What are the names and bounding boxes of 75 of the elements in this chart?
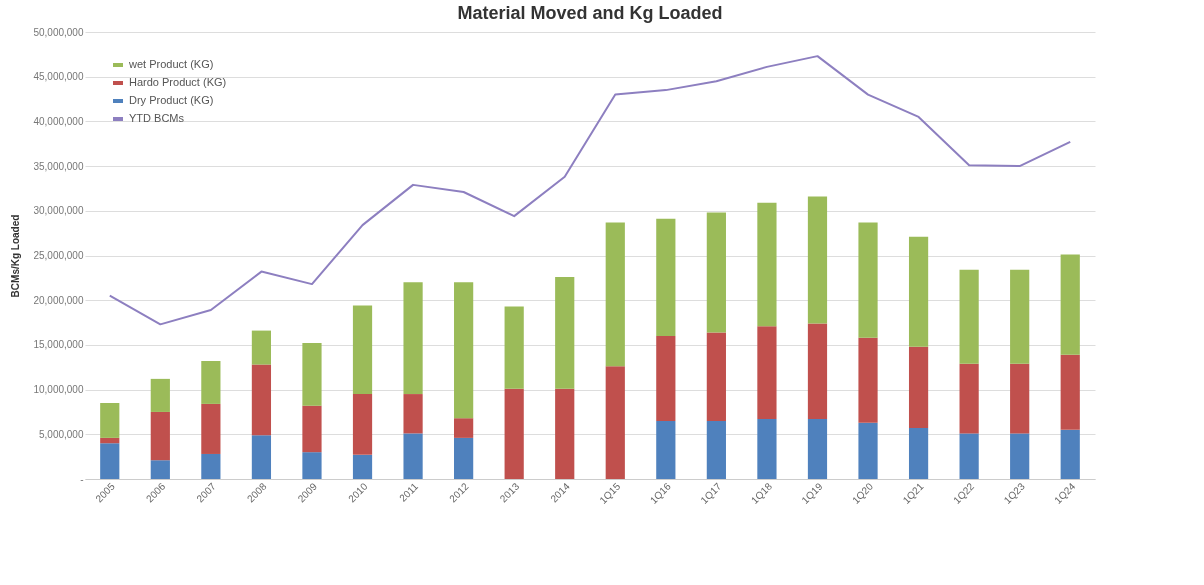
bar <box>150 411 170 461</box>
bar <box>1060 429 1080 479</box>
bar <box>100 403 120 438</box>
bar <box>352 454 373 479</box>
legend-label: wet Product (KG) <box>128 58 214 70</box>
bar <box>706 212 726 333</box>
bar <box>807 196 828 324</box>
bar <box>656 420 676 479</box>
bar <box>504 306 524 389</box>
y-tick-label: 40,000,000 <box>33 115 84 127</box>
bar <box>1010 269 1030 364</box>
bar <box>605 222 625 367</box>
y-tick-label: 25,000,000 <box>33 250 84 261</box>
legend-label: Dry Product (KG) <box>129 94 214 106</box>
bar <box>403 282 423 395</box>
bar <box>555 388 575 479</box>
bar <box>706 420 726 479</box>
y-tick-label: 30,000,000 <box>33 205 84 217</box>
bar <box>1060 354 1080 430</box>
bar <box>706 332 726 421</box>
bar <box>352 305 373 395</box>
bar <box>251 330 272 365</box>
line-series <box>108 55 1072 326</box>
y-tick-label: 50,000,000 <box>33 26 84 38</box>
bar <box>858 337 878 423</box>
bar <box>454 437 474 479</box>
bar <box>908 346 929 429</box>
bar <box>1010 433 1030 479</box>
bar <box>807 323 828 420</box>
bar <box>201 453 221 479</box>
bar <box>959 269 979 364</box>
bar <box>251 435 272 479</box>
bar <box>403 394 423 434</box>
bar <box>100 437 120 444</box>
bar <box>908 428 929 479</box>
bar <box>201 360 221 404</box>
bar <box>403 433 423 479</box>
y-tick-label: 35,000,000 <box>33 160 84 172</box>
bar <box>302 452 322 479</box>
bar <box>908 236 929 347</box>
legend-label: Hardo Product (KG) <box>129 76 227 88</box>
bar <box>150 378 170 412</box>
bar <box>150 460 170 479</box>
bar <box>656 218 676 336</box>
bar <box>504 388 524 479</box>
y-tick-label: 15,000,000 <box>33 339 84 351</box>
bar <box>605 366 625 479</box>
bar <box>454 418 474 438</box>
y-tick-label: 20,000,000 <box>33 294 84 306</box>
bar <box>454 282 474 419</box>
bar <box>251 364 272 436</box>
bar <box>858 222 878 338</box>
bar <box>858 422 878 479</box>
y-tick-label: 5,000,000 <box>39 428 84 440</box>
y-axis-title: BCMs/Kg Loaded <box>10 214 22 298</box>
bar <box>757 326 777 420</box>
bar <box>656 335 676 421</box>
bar <box>1010 363 1030 434</box>
bar <box>302 343 322 406</box>
y-tick-label: 10,000,000 <box>33 384 84 396</box>
bar <box>807 419 828 479</box>
bar <box>959 433 979 479</box>
bar <box>352 394 373 455</box>
bar <box>757 202 777 327</box>
bar <box>1060 254 1080 355</box>
bar <box>201 403 221 454</box>
chart-title: Material Moved and Kg Loaded <box>457 3 723 23</box>
y-tick-label: 45,000,000 <box>33 71 84 83</box>
bar <box>959 363 979 434</box>
bar <box>757 419 777 479</box>
legend-label: YTD BCMs <box>129 112 185 124</box>
bar <box>555 276 575 389</box>
bar <box>302 405 322 453</box>
y-tick-label: - <box>80 473 84 485</box>
bar <box>100 443 120 479</box>
